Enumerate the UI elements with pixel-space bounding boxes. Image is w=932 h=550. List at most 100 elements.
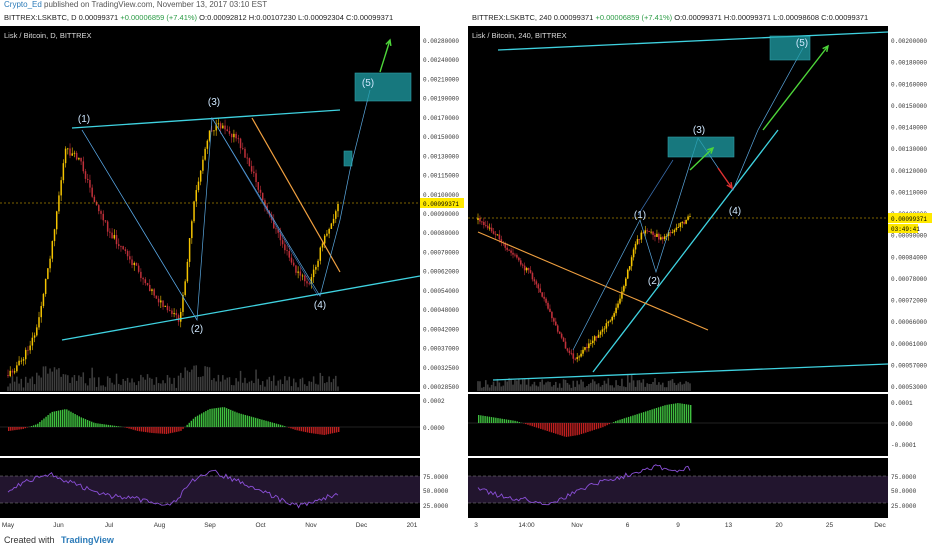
macd-bar xyxy=(288,427,290,428)
volume-bar xyxy=(186,370,189,391)
volume-bar xyxy=(531,384,534,391)
candle xyxy=(288,251,291,258)
volume-bar xyxy=(582,381,584,391)
price-tick-label: 0.00150000 xyxy=(891,103,927,110)
volume-bar xyxy=(281,384,284,391)
volume-bar xyxy=(73,374,76,391)
volume-bar xyxy=(244,377,246,391)
volume-bar xyxy=(268,376,271,391)
volume-bar xyxy=(669,380,672,391)
candle xyxy=(568,350,571,353)
macd-bar xyxy=(597,423,600,429)
macd-bar xyxy=(499,418,501,423)
tradingview-logo[interactable]: TradingView xyxy=(61,535,114,545)
4h-chart-svg[interactable]: Lisk / Bitcoin, 240, BITTREX 0.00200000 0.… xyxy=(468,10,932,530)
volume-bar xyxy=(31,376,34,391)
candle xyxy=(547,302,549,309)
volume-bar xyxy=(168,377,171,391)
macd-bar xyxy=(668,404,670,423)
macd-bar xyxy=(267,421,269,427)
candle xyxy=(496,234,499,236)
macd-bar xyxy=(198,414,201,427)
volume-bar xyxy=(173,377,175,391)
candle xyxy=(102,213,104,221)
symbol-label[interactable]: BITTREX:LSKBTC, D xyxy=(4,13,77,22)
volume-bar xyxy=(479,381,481,391)
candle xyxy=(498,234,501,240)
volume-bar xyxy=(506,381,508,391)
macd-bar xyxy=(49,413,51,427)
symbol-header: BITTREX:LSKBTC, 240 0.00099371 +0.000068… xyxy=(468,10,868,26)
wave-label: (5) xyxy=(362,78,374,89)
volume-bar xyxy=(277,380,279,391)
candle xyxy=(580,353,582,357)
candle xyxy=(16,365,18,372)
forecast-arrow xyxy=(379,39,391,73)
macd-bar xyxy=(555,423,557,434)
macd-bar xyxy=(495,417,497,423)
candle xyxy=(261,192,264,201)
volume-bar xyxy=(237,381,240,391)
time-tick-label: Jul xyxy=(105,522,114,529)
macd-bar xyxy=(666,404,668,423)
volume-bar xyxy=(126,377,129,391)
publish-text: published on TradingView.com, November 1… xyxy=(44,0,268,9)
macd-bar xyxy=(70,411,72,427)
resistance-channel xyxy=(71,109,341,129)
daily-chart-svg[interactable]: Lisk / Bitcoin, D, BITTREX 0.00280000 0.00… xyxy=(0,10,464,530)
macd-bar xyxy=(196,415,199,427)
candle xyxy=(244,148,246,158)
volume-bar xyxy=(188,372,191,391)
volume-bar xyxy=(235,378,237,391)
macd-bar xyxy=(153,427,155,434)
candle xyxy=(191,221,193,239)
volume-bar xyxy=(82,372,85,391)
candle xyxy=(549,308,551,312)
symbol-label[interactable]: BITTREX:LSKBTC, 240 xyxy=(472,13,552,22)
candle xyxy=(310,277,313,284)
candle xyxy=(648,231,650,233)
volume-bar xyxy=(36,372,38,391)
volume-bar xyxy=(115,373,118,391)
volume-bar xyxy=(142,377,144,391)
last-price: 0.00099371 xyxy=(553,13,594,22)
candle xyxy=(40,306,42,318)
volume-bar xyxy=(648,383,650,391)
volume-bar xyxy=(632,380,635,391)
candle xyxy=(49,258,51,269)
candle xyxy=(312,269,315,278)
macd-bar xyxy=(327,427,330,435)
candle xyxy=(483,221,485,225)
candle xyxy=(55,211,58,230)
macd-bar xyxy=(492,417,495,423)
volume-bar xyxy=(213,378,215,391)
time-tick-label: Dec xyxy=(356,522,368,529)
macd-bar xyxy=(269,421,271,427)
candle xyxy=(572,353,575,359)
volume-bar xyxy=(514,379,516,391)
volume-bar xyxy=(498,382,501,391)
macd-bar xyxy=(638,413,641,423)
price-tick-label: 0.00150000 xyxy=(423,134,459,141)
wave-label: (2) xyxy=(191,324,203,335)
macd-bar xyxy=(557,423,559,435)
macd-bar xyxy=(140,427,143,432)
macd-bar xyxy=(623,418,626,423)
volume-bar xyxy=(681,384,684,391)
volume-bar xyxy=(667,380,670,391)
candle xyxy=(279,232,282,241)
candle xyxy=(617,303,619,308)
volume-bar xyxy=(273,375,275,391)
candle xyxy=(541,292,543,297)
macd-bar xyxy=(18,427,20,430)
candle xyxy=(586,347,588,349)
volume-bar xyxy=(98,377,100,391)
volume-bar xyxy=(86,385,89,391)
candle xyxy=(239,138,242,149)
macd-bar xyxy=(277,424,280,427)
volume-bar xyxy=(27,382,29,391)
publisher-name[interactable]: Crypto_Ed xyxy=(4,0,42,9)
candle xyxy=(11,370,14,373)
macd-bar xyxy=(12,427,14,431)
candle xyxy=(193,201,195,222)
